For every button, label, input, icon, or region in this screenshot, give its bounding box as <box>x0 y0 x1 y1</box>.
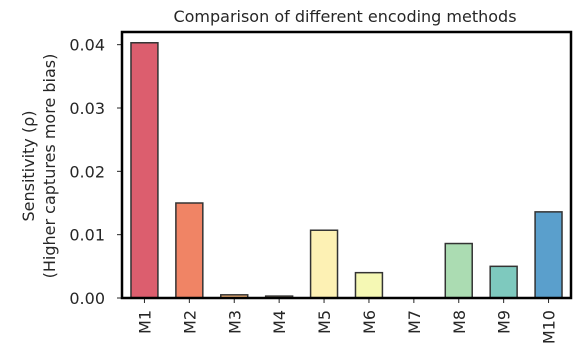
bar-m2 <box>175 202 204 299</box>
bar-m9 <box>489 265 518 299</box>
x-tick-label-m10: M10 <box>540 310 559 344</box>
x-tick-label-m6: M6 <box>360 310 379 334</box>
x-tick-label-m7: M7 <box>405 310 424 334</box>
x-tick-label-m8: M8 <box>450 310 469 334</box>
bar-m1 <box>130 42 159 299</box>
x-tick-label-m9: M9 <box>495 310 514 334</box>
bar-m10 <box>534 211 563 299</box>
x-axis-ticks: M1 M2 M3 M4 M5 M6 M7 M8 M9 M10 <box>135 298 559 344</box>
y-tick-label: 0.04 <box>69 36 105 55</box>
y-axis-label: Sensitivity (ρ) (Higher captures more bi… <box>19 54 59 279</box>
x-tick-label-m4: M4 <box>270 310 289 334</box>
bar-m5 <box>309 229 339 299</box>
bar-m8 <box>444 242 473 299</box>
plot-frame <box>120 30 573 300</box>
y-axis-label-line-2: (Higher captures more bias) <box>40 54 59 279</box>
y-tick-label: 0.03 <box>69 99 105 118</box>
x-tick-label-m1: M1 <box>135 310 154 334</box>
y-axis-label-line-1: Sensitivity (ρ) <box>19 110 38 221</box>
bar-m6 <box>354 271 384 299</box>
chart-title: Comparison of different encoding methods <box>173 7 516 26</box>
x-tick-label-m2: M2 <box>180 310 199 334</box>
y-tick-label: 0.01 <box>69 226 105 245</box>
bars <box>130 42 563 299</box>
y-axis-ticks: 0.00 0.01 0.02 0.03 0.04 <box>69 36 122 308</box>
x-tick-label-m3: M3 <box>225 310 244 334</box>
y-tick-label: 0.02 <box>69 162 105 181</box>
x-tick-label-m5: M5 <box>315 310 334 334</box>
y-tick-label: 0.00 <box>69 289 105 308</box>
